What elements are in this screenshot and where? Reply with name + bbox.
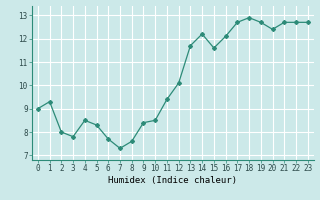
X-axis label: Humidex (Indice chaleur): Humidex (Indice chaleur) xyxy=(108,176,237,185)
